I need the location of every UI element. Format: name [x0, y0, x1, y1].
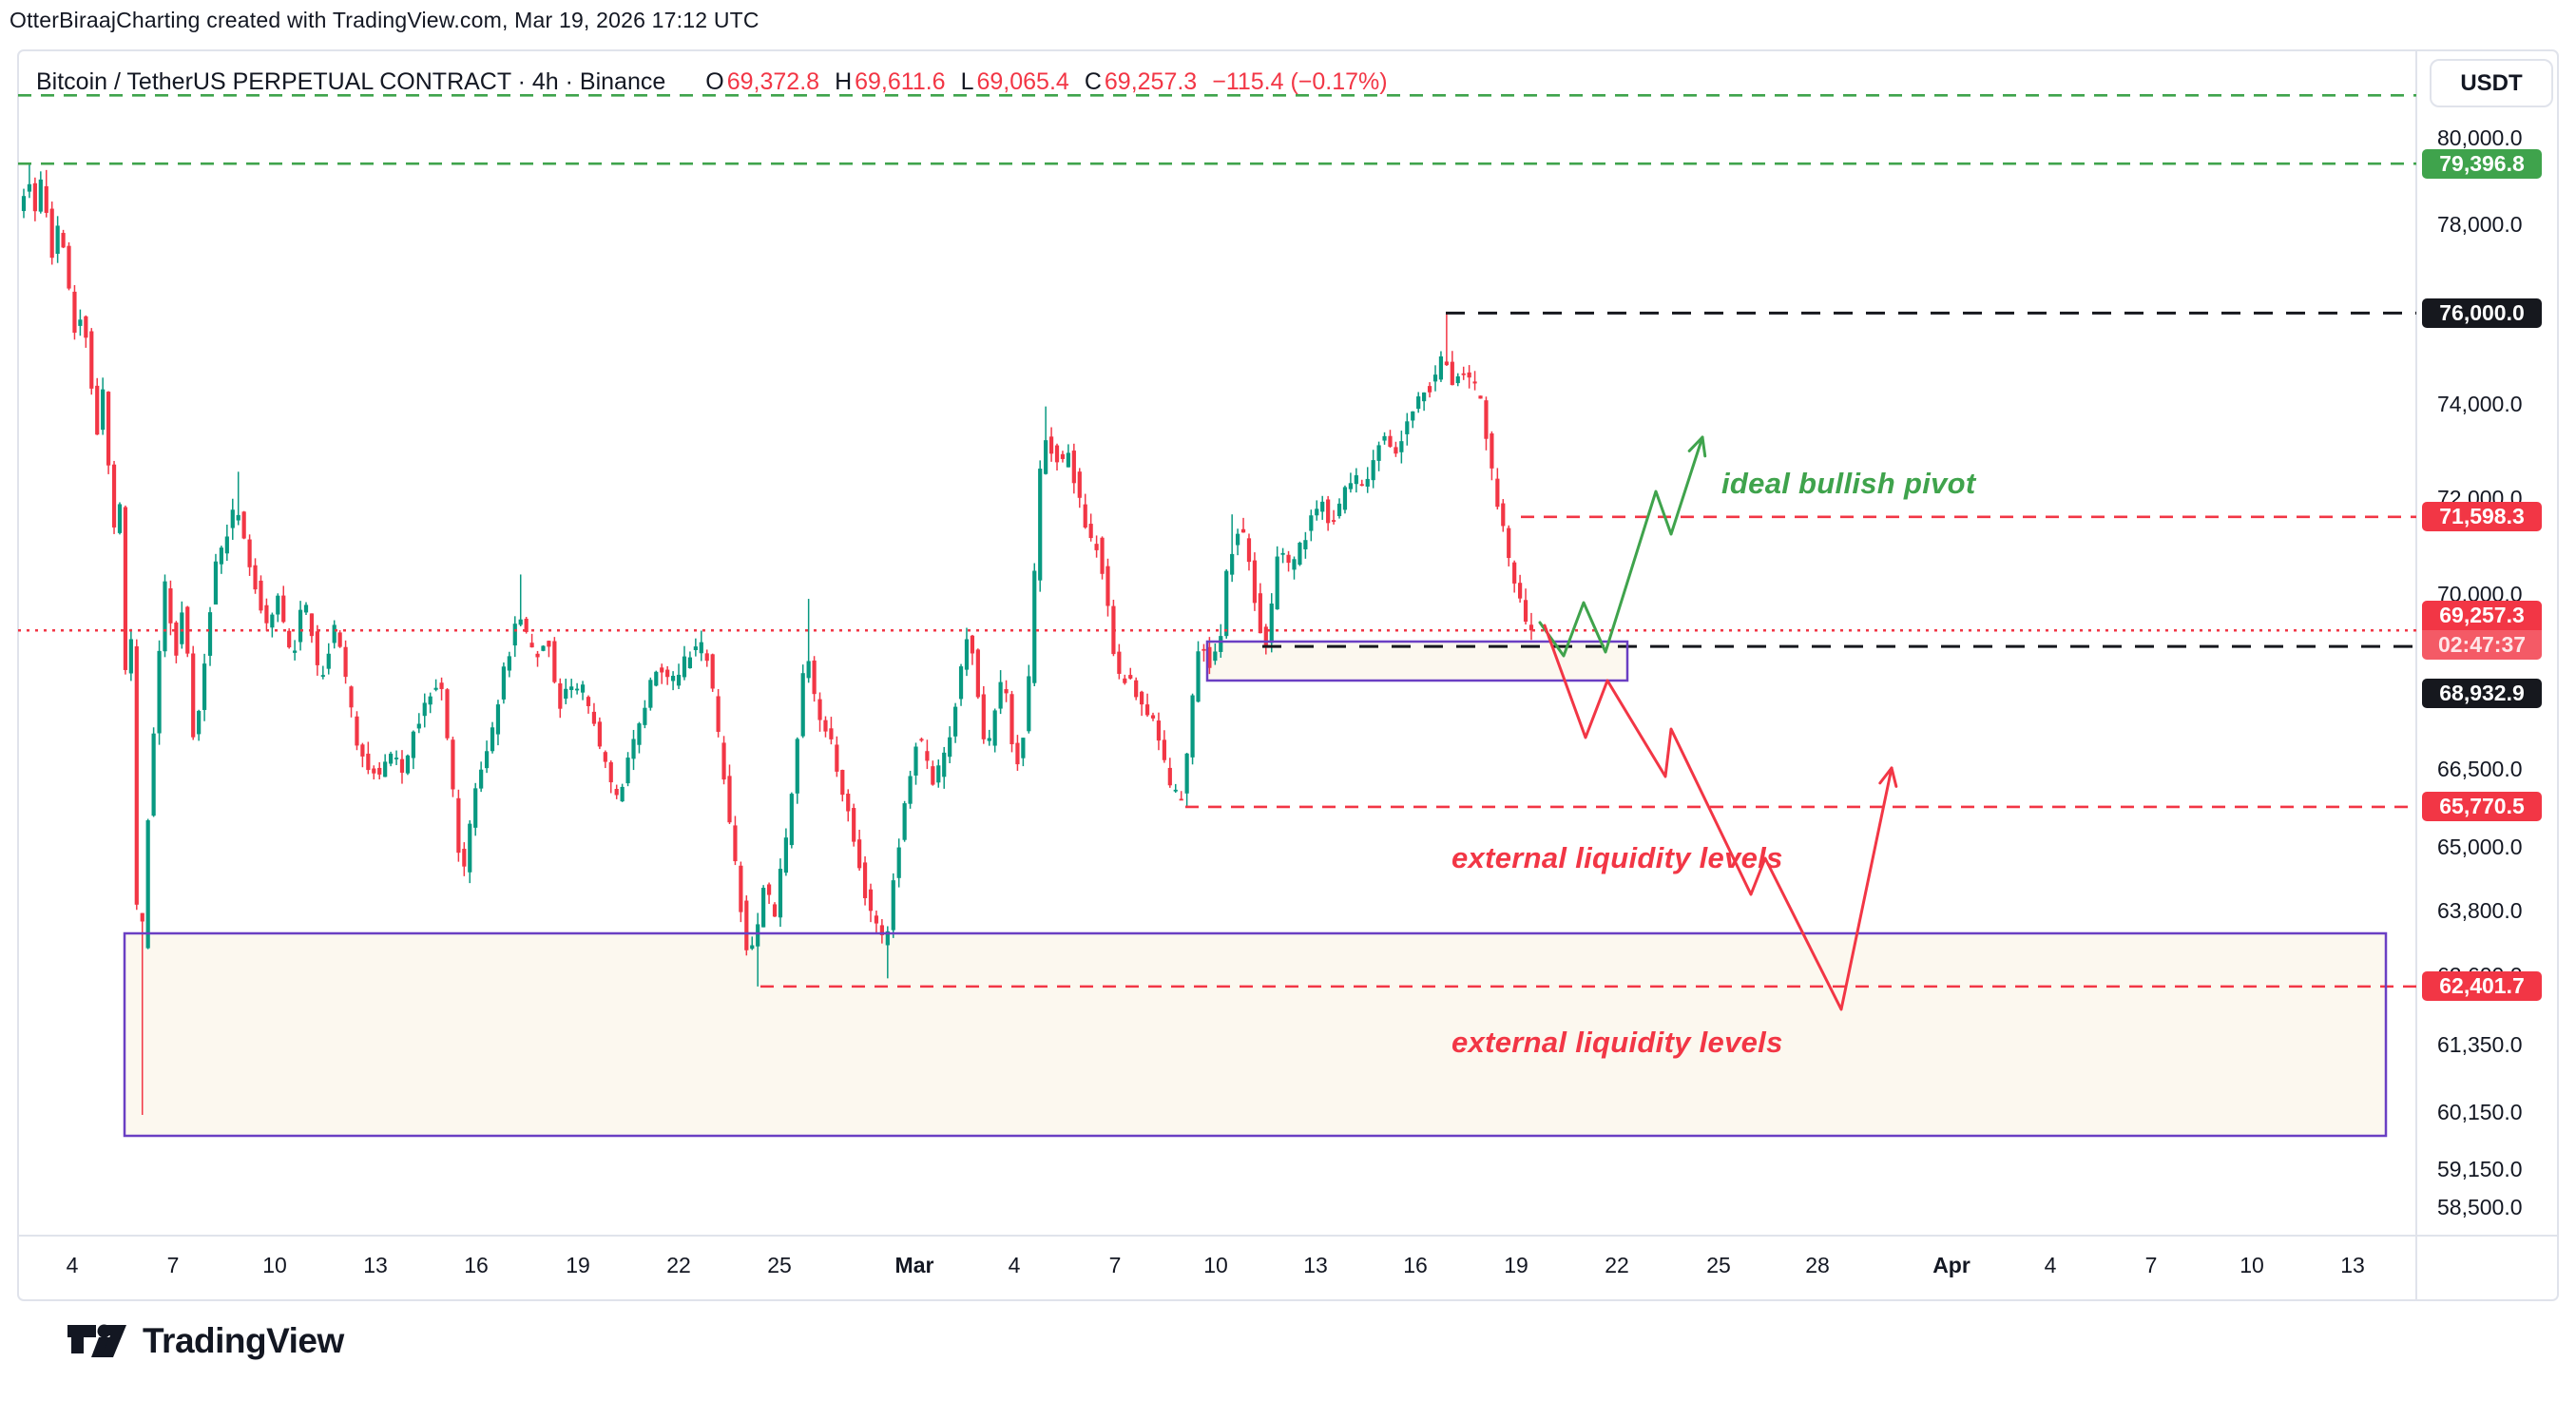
price-tag-value: 62,401.7 — [2439, 973, 2525, 999]
arrowhead — [1687, 435, 1704, 452]
candlestick-series — [21, 163, 1534, 1115]
time-tick-label: Apr — [1932, 1253, 1970, 1277]
annotation-text: external liquidity levels — [1451, 1026, 1783, 1059]
price-tag: 69,257.3 02:47:37 — [2422, 601, 2542, 661]
time-tick-label: 13 — [363, 1253, 388, 1277]
time-tick-label: 10 — [1203, 1253, 1228, 1277]
time-tick-label: 16 — [1403, 1253, 1428, 1277]
annotation-text: ideal bullish pivot — [1721, 467, 1976, 500]
tradingview-footer[interactable]: TradingView — [67, 1321, 344, 1361]
green-projection-path — [1538, 435, 1704, 658]
time-tick-label: 4 — [66, 1253, 79, 1277]
price-tag: 76,000.0 — [2422, 297, 2542, 328]
liquidity-boxes-border — [123, 640, 2388, 1138]
time-tick-label: 10 — [2240, 1253, 2264, 1277]
bar-countdown: 02:47:37 — [2422, 630, 2542, 661]
price-tag: 79,396.8 — [2422, 148, 2542, 179]
change-value: −115.4 (−0.17%) — [1212, 67, 1388, 95]
close-value: 69,257.3 — [1104, 67, 1198, 95]
price-tick-label: 63,800.0 — [2437, 898, 2523, 924]
low-label: L — [960, 67, 974, 95]
projection-arrows — [1538, 435, 1898, 1011]
price-tag-value: 79,396.8 — [2439, 150, 2525, 176]
price-tag-value: 65,770.5 — [2439, 794, 2525, 819]
symbol-title[interactable]: Bitcoin / TetherUS PERPETUAL CONTRACT · … — [36, 67, 666, 95]
time-tick-label: 4 — [1008, 1253, 1021, 1277]
high-label: H — [835, 67, 853, 95]
price-tag-value: 69,257.3 — [2439, 603, 2525, 628]
time-tick-label: 7 — [1108, 1253, 1122, 1277]
low-value: 69,065.4 — [976, 67, 1069, 95]
time-tick-label: 19 — [1504, 1253, 1528, 1277]
horizontal-price-levels — [18, 94, 2416, 988]
liquidity-box-outline — [1205, 640, 1629, 682]
arrowhead — [1890, 766, 1898, 788]
price-tick-label: 80,000.0 — [2437, 125, 2523, 150]
price-tick-label: 58,500.0 — [2437, 1194, 2523, 1219]
time-tick-label: 13 — [2340, 1253, 2365, 1277]
annotation-text: external liquidity levels — [1451, 841, 1783, 874]
price-tag: 71,598.3 — [2422, 502, 2542, 532]
price-tick-label: 74,000.0 — [2437, 392, 2523, 417]
liquidity-box — [125, 933, 2386, 1136]
price-tick-label: 78,000.0 — [2437, 211, 2523, 237]
time-tick-label: 19 — [566, 1253, 590, 1277]
liquidity-box-outline — [123, 931, 2388, 1138]
price-tick-label: 59,150.0 — [2437, 1157, 2523, 1182]
red-projection-path — [1543, 624, 1894, 1011]
time-tick-label: 25 — [1706, 1253, 1731, 1277]
time-tick-label: 4 — [2044, 1253, 2057, 1277]
open-label: O — [705, 67, 724, 95]
price-tick-label: 65,000.0 — [2437, 835, 2523, 860]
price-tag-value: 71,598.3 — [2439, 504, 2525, 529]
time-tick-label: 22 — [666, 1253, 691, 1277]
open-value: 69,372.8 — [726, 67, 820, 95]
price-tag: 62,401.7 — [2422, 971, 2542, 1002]
price-tick-label: 66,500.0 — [2437, 757, 2523, 782]
price-tag: 65,770.5 — [2422, 792, 2542, 822]
time-tick-label: 7 — [166, 1253, 180, 1277]
close-label: C — [1084, 67, 1102, 95]
liquidity-boxes-fill — [125, 642, 2386, 1136]
time-tick-label: 28 — [1805, 1253, 1830, 1277]
time-tick-label: 16 — [464, 1253, 489, 1277]
time-tick-label: 25 — [767, 1253, 792, 1277]
price-tag-value: 76,000.0 — [2439, 299, 2525, 325]
high-value: 69,611.6 — [855, 67, 946, 95]
arrowhead — [1701, 435, 1707, 458]
currency-scale-button[interactable]: USDT — [2430, 59, 2553, 107]
price-tag-value: 68,932.9 — [2439, 680, 2525, 705]
tradingview-logo-icon — [67, 1324, 126, 1357]
time-tick-label: 22 — [1605, 1253, 1629, 1277]
attribution-text: OtterBiraajCharting created with Trading… — [10, 8, 759, 32]
time-tick-label: 7 — [2144, 1253, 2158, 1277]
chart-legend: Bitcoin / TetherUS PERPETUAL CONTRACT · … — [36, 65, 1388, 99]
time-tick-label: 13 — [1303, 1253, 1328, 1277]
arrowhead — [1878, 766, 1894, 785]
price-tag: 68,932.9 — [2422, 678, 2542, 708]
tradingview-brand-text: TradingView — [143, 1321, 344, 1360]
time-tick-label: Mar — [894, 1253, 934, 1277]
time-tick-label: 10 — [262, 1253, 287, 1277]
price-tick-label: 60,150.0 — [2437, 1099, 2523, 1124]
price-tick-label: 61,350.0 — [2437, 1031, 2523, 1057]
